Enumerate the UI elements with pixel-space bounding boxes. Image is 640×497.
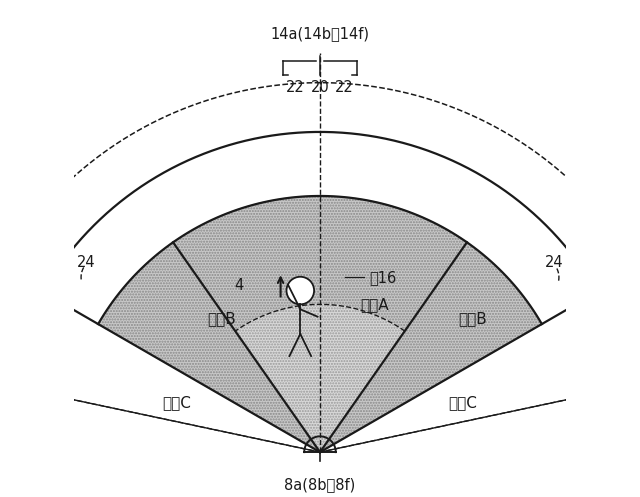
Text: 領域C: 領域C — [163, 396, 191, 411]
Text: 14a(14b～14f): 14a(14b～14f) — [271, 26, 369, 41]
Circle shape — [287, 277, 314, 304]
Polygon shape — [236, 304, 404, 452]
Text: 24: 24 — [545, 255, 563, 270]
Text: ～16: ～16 — [369, 270, 397, 285]
Text: 22: 22 — [335, 80, 354, 95]
Text: 領域A: 領域A — [360, 297, 388, 312]
Text: 20: 20 — [310, 80, 330, 95]
Polygon shape — [320, 243, 542, 452]
Text: 22: 22 — [286, 80, 305, 95]
Text: 領域B: 領域B — [207, 312, 236, 327]
Text: 領域B: 領域B — [458, 312, 487, 327]
Polygon shape — [98, 243, 320, 452]
Text: 4: 4 — [235, 278, 244, 293]
Text: 8a(8b～8f): 8a(8b～8f) — [284, 477, 356, 492]
Text: 24: 24 — [77, 255, 95, 270]
Text: 領域C: 領域C — [449, 396, 477, 411]
Polygon shape — [173, 196, 467, 452]
